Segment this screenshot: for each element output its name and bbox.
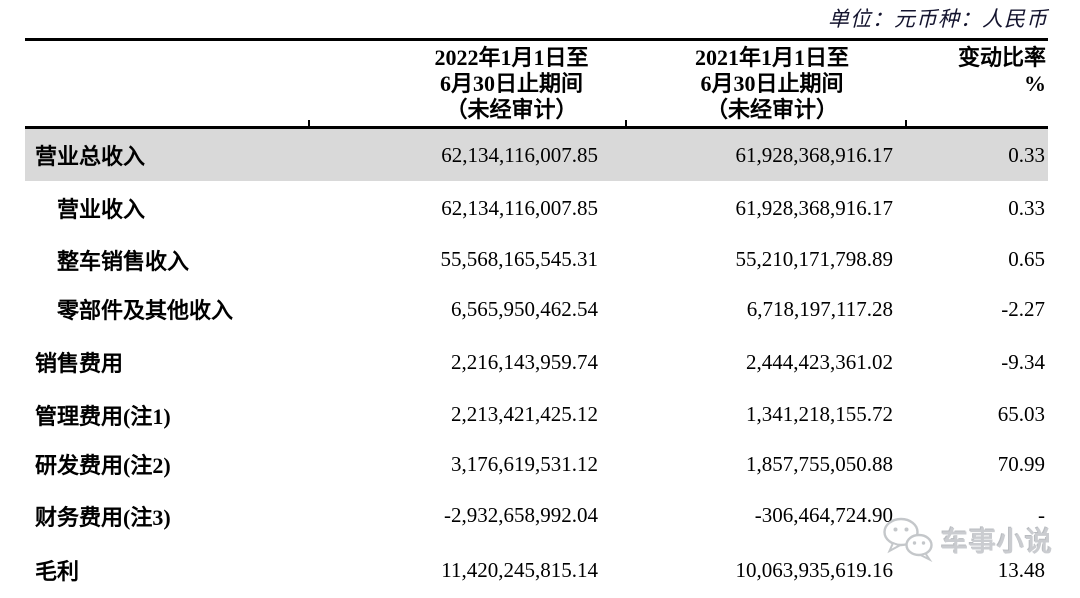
header-2022-line3: （未经审计）: [445, 97, 578, 122]
cell-change: 0.33: [1008, 142, 1045, 167]
row-label: 财务费用(注3): [35, 504, 171, 530]
table-row: 财务费用(注3) -2,932,658,992.04 -306,464,724.…: [25, 489, 1048, 542]
column-tick: [625, 120, 627, 126]
header-col-2021: 2021年1月1日至 6月30日止期间 （未经审计）: [625, 45, 905, 123]
cell-2022: 2,216,143,959.74: [451, 349, 598, 374]
cell-change: 13.48: [997, 557, 1045, 582]
header-col-2022: 2022年1月1日至 6月30日止期间 （未经审计）: [308, 45, 625, 123]
header-change-line1: 变动比率: [957, 45, 1046, 70]
cell-2022: -2,932,658,992.04: [444, 503, 598, 527]
cell-change: 0.33: [1008, 195, 1045, 220]
unit-note: 单位：元币种：人民币: [828, 7, 1048, 31]
column-tick: [308, 120, 310, 126]
table-row: 整车销售收入 55,568,165,545.31 55,210,171,798.…: [25, 235, 1048, 284]
cell-2021: 61,928,368,916.17: [735, 142, 894, 167]
watermark: 车事小说: [882, 516, 1053, 562]
header-change-line2: %: [1024, 71, 1046, 96]
cell-2022: 11,420,245,815.14: [441, 557, 598, 582]
cell-2022: 55,568,165,545.31: [440, 247, 599, 271]
header-col-items: [25, 45, 308, 123]
cell-change: 65.03: [997, 402, 1045, 426]
column-tick: [905, 120, 907, 126]
row-label: 整车销售收入: [57, 248, 190, 274]
cell-change: 70.99: [997, 451, 1045, 476]
table-row: 研发费用(注2) 3,176,619,531.12 1,857,755,050.…: [25, 439, 1048, 489]
table-row: 营业收入 62,134,116,007.85 61,928,368,916.17…: [25, 181, 1048, 235]
cell-2021: 1,857,755,050.88: [746, 451, 893, 476]
header-2021-line3: （未经审计）: [705, 97, 838, 122]
table-header: 2022年1月1日至 6月30日止期间 （未经审计） 2021年1月1日至 6月…: [25, 41, 1048, 126]
cell-2021: 6,718,197,117.28: [746, 296, 893, 321]
cell-2022: 62,134,116,007.85: [441, 195, 598, 220]
header-2021-line1: 2021年1月1日至: [694, 45, 849, 70]
cell-2021: -306,464,724.90: [754, 503, 893, 527]
row-label: 营业收入: [57, 197, 146, 222]
cell-2021: 2,444,423,361.02: [746, 349, 893, 374]
cell-change: -2.27: [1001, 296, 1045, 321]
cell-2021: 10,063,935,619.16: [735, 557, 894, 582]
row-label: 销售费用: [35, 351, 124, 376]
cell-2021: 1,341,218,155.72: [746, 402, 893, 426]
cell-2022: 62,134,116,007.85: [441, 142, 598, 167]
wechat-icon: [883, 517, 933, 562]
cell-2022: 2,213,421,425.12: [451, 402, 598, 426]
row-label: 研发费用(注2): [35, 453, 171, 478]
table-row: 管理费用(注1) 2,213,421,425.12 1,341,218,155.…: [25, 390, 1048, 439]
table-top-rule: [25, 38, 1048, 41]
cell-2022: 6,565,950,462.54: [451, 296, 598, 321]
cell-change: -: [1038, 503, 1045, 527]
header-2022-line1: 2022年1月1日至: [434, 45, 589, 70]
table-row: 零部件及其他收入 6,565,950,462.54 6,718,197,117.…: [25, 284, 1048, 334]
header-2022-line2: 6月30日止期间: [439, 71, 583, 96]
table-row: 销售费用 2,216,143,959.74 2,444,423,361.02 -…: [25, 334, 1048, 390]
header-col-change: 变动比率 %: [905, 45, 1048, 123]
table-row: 营业总收入 62,134,116,007.85 61,928,368,916.1…: [25, 129, 1048, 181]
cell-2021: 61,928,368,916.17: [735, 195, 894, 220]
row-label: 管理费用(注1): [35, 403, 171, 429]
table-row: 毛利 11,420,245,815.14 10,063,935,619.16 1…: [25, 542, 1048, 598]
row-label: 营业总收入: [35, 144, 146, 169]
cell-change: -9.34: [1001, 349, 1045, 374]
header-2021-line2: 6月30日止期间: [700, 71, 844, 96]
row-label: 零部件及其他收入: [57, 298, 234, 323]
cell-2021: 55,210,171,798.89: [735, 247, 894, 271]
financial-table: 2022年1月1日至 6月30日止期间 （未经审计） 2021年1月1日至 6月…: [25, 38, 1048, 598]
row-label: 毛利: [35, 559, 80, 584]
cell-2022: 3,176,619,531.12: [451, 451, 598, 476]
header-bottom-rule: [25, 120, 1048, 129]
watermark-text: 车事小说: [941, 526, 1053, 557]
cell-change: 0.65: [1008, 247, 1045, 271]
